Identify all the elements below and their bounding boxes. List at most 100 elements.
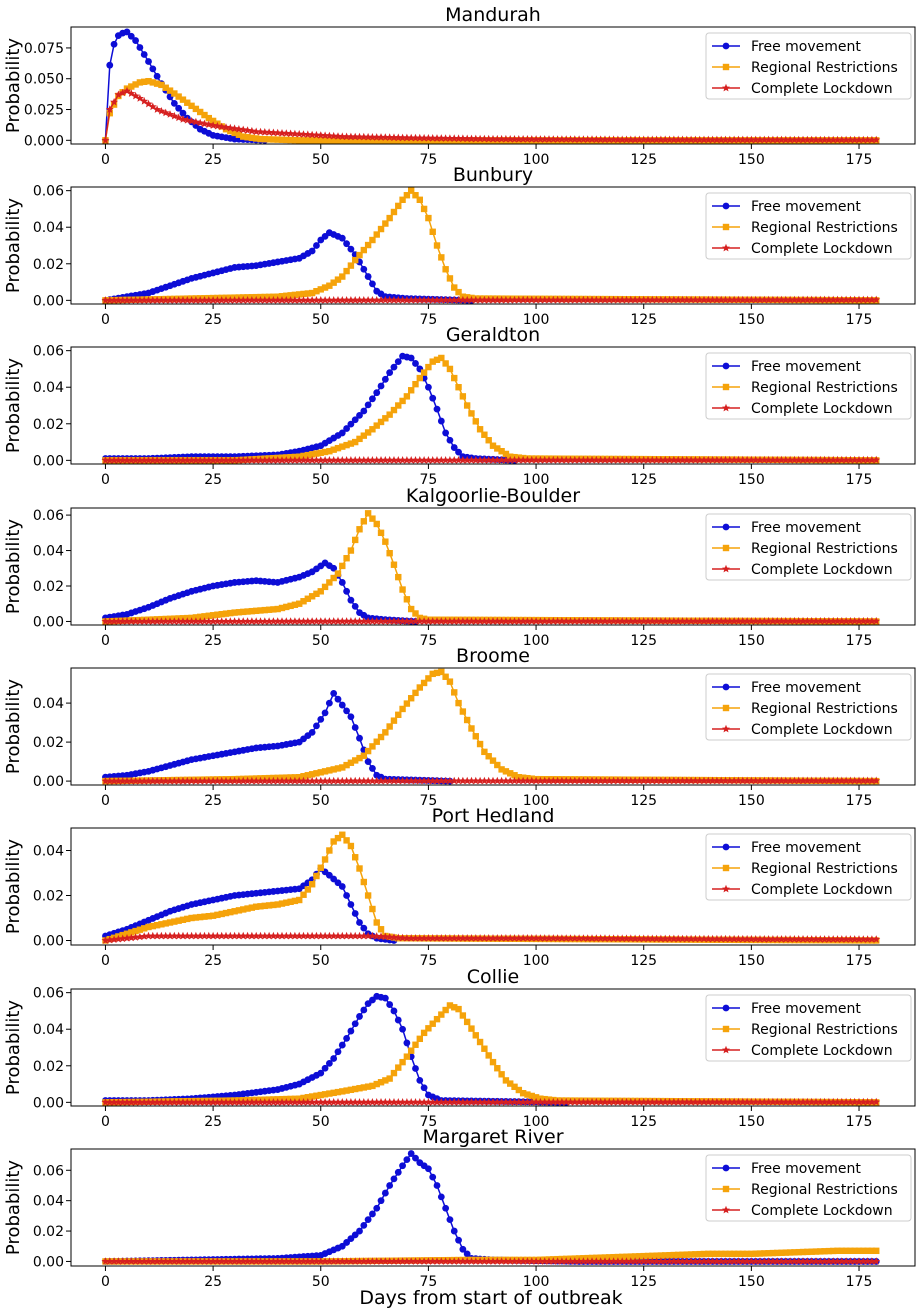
data-point <box>510 1097 519 1106</box>
data-point <box>395 402 402 409</box>
data-point <box>265 776 274 785</box>
data-point <box>438 137 445 144</box>
data-point <box>592 1097 601 1106</box>
data-point <box>265 456 274 464</box>
data-point <box>339 831 346 838</box>
data-point <box>304 595 312 602</box>
data-point <box>269 1098 278 1106</box>
data-point <box>101 1098 110 1106</box>
data-point <box>360 407 368 415</box>
data-point <box>777 935 786 943</box>
data-point <box>575 617 584 625</box>
data-point <box>527 617 536 625</box>
data-point <box>239 1098 248 1106</box>
data-point <box>299 776 308 785</box>
data-point <box>123 1257 131 1265</box>
data-point <box>734 295 743 304</box>
data-point <box>467 456 476 464</box>
data-point <box>343 1034 350 1042</box>
data-point <box>347 596 355 604</box>
data-point <box>471 295 480 304</box>
data-point <box>682 934 691 943</box>
data-point <box>605 776 614 785</box>
legend-entry: Regional Restrictions <box>712 541 898 557</box>
data-point <box>446 275 454 282</box>
data-point <box>717 934 726 943</box>
data-point <box>342 132 351 141</box>
data-point <box>415 456 424 464</box>
data-point <box>510 776 519 785</box>
data-point <box>493 134 502 143</box>
data-point <box>386 369 394 376</box>
data-point <box>756 1097 764 1106</box>
data-point <box>416 196 423 203</box>
data-point <box>873 1247 880 1255</box>
data-point <box>321 1091 329 1098</box>
data-point <box>157 1257 166 1265</box>
data-point <box>243 776 252 785</box>
data-point <box>842 295 851 304</box>
data-point <box>817 1248 824 1255</box>
data-point <box>114 296 123 304</box>
data-point <box>145 58 152 65</box>
data-point <box>662 1252 669 1259</box>
data-point <box>712 934 721 943</box>
legend-entry: Regional Restrictions <box>712 60 898 76</box>
data-point <box>872 935 881 943</box>
data-point <box>402 776 411 785</box>
data-point <box>769 1249 777 1257</box>
data-point <box>390 776 398 785</box>
data-point <box>609 934 618 942</box>
data-point <box>326 282 333 289</box>
data-point <box>183 1098 192 1106</box>
data-point <box>312 130 321 139</box>
data-point <box>316 931 325 940</box>
data-point <box>700 295 708 304</box>
data-point <box>781 1097 790 1106</box>
data-point <box>127 933 136 942</box>
data-point <box>622 295 631 304</box>
data-point <box>316 456 325 464</box>
data-point <box>351 910 359 917</box>
x-tick-label: 75 <box>419 1114 437 1130</box>
data-point <box>441 617 450 625</box>
data-point <box>360 1084 368 1091</box>
data-point <box>678 776 687 785</box>
data-point <box>433 1257 441 1265</box>
data-point <box>407 354 415 362</box>
data-point <box>334 931 342 940</box>
data-point <box>738 1097 747 1106</box>
data-point <box>670 1251 678 1259</box>
data-point <box>618 617 627 625</box>
data-point <box>304 1094 312 1101</box>
data-point <box>360 1221 368 1229</box>
data-point <box>386 1001 394 1008</box>
data-point <box>557 1097 566 1106</box>
data-point <box>338 617 347 625</box>
data-point <box>196 776 205 785</box>
plot-frame <box>70 186 916 305</box>
data-point <box>205 114 212 122</box>
data-point <box>278 604 286 612</box>
data-point <box>308 456 317 464</box>
data-point <box>394 1098 403 1106</box>
chart-title: Mandurah <box>445 4 541 26</box>
x-tick-label: 175 <box>846 633 873 649</box>
data-point <box>290 776 299 785</box>
data-point <box>209 1098 218 1106</box>
data-point <box>781 1257 790 1265</box>
data-point <box>304 290 312 297</box>
data-point <box>351 296 360 304</box>
data-point <box>291 291 299 299</box>
data-point <box>226 296 235 304</box>
data-point <box>691 934 700 943</box>
data-point <box>296 291 303 298</box>
data-point <box>135 932 144 941</box>
data-point <box>355 931 364 940</box>
data-point <box>467 134 476 143</box>
data-point <box>743 455 752 464</box>
data-point <box>144 1098 153 1106</box>
data-point <box>735 1250 742 1258</box>
data-point <box>540 776 549 785</box>
